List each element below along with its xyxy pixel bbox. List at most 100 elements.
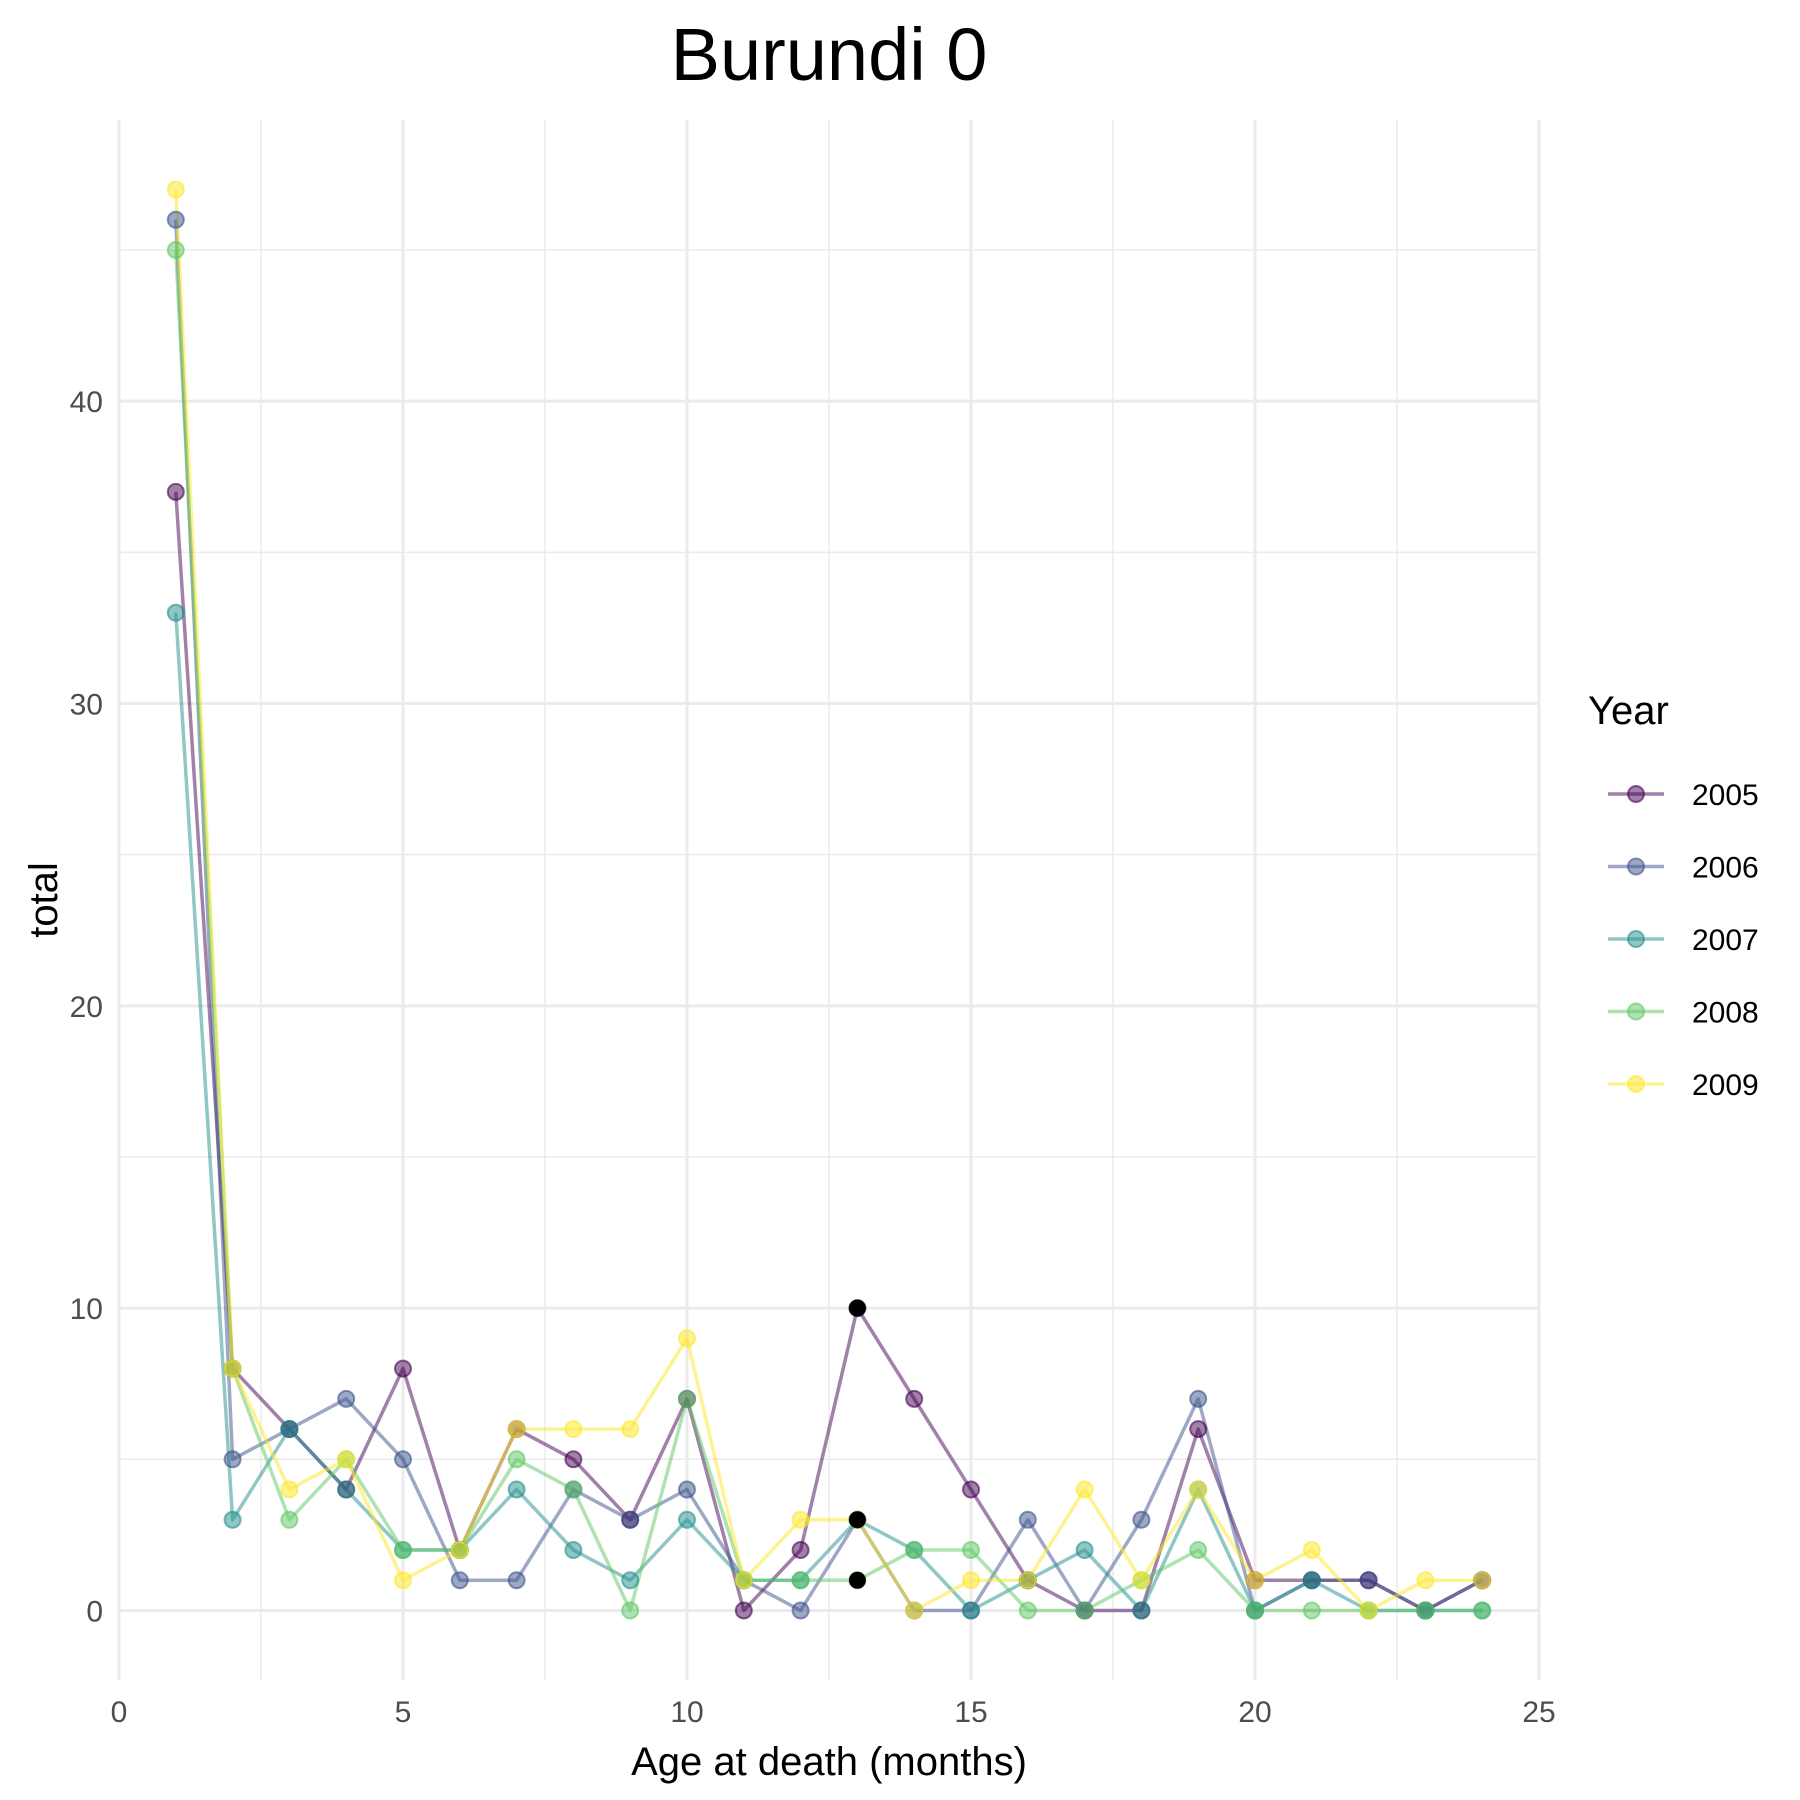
x-tick-label: 0 xyxy=(111,1696,128,1729)
y-tick-label: 20 xyxy=(70,991,103,1024)
data-point-2008 xyxy=(678,1389,696,1408)
data-point-2007 xyxy=(1075,1541,1094,1559)
data-point-2007 xyxy=(166,603,185,622)
x-tick-label: 5 xyxy=(395,1696,412,1729)
data-point-2009 xyxy=(678,1329,696,1348)
data-point-2006 xyxy=(1132,1510,1151,1529)
legend-key-point xyxy=(1627,1002,1645,1021)
data-point-2005 xyxy=(166,482,185,501)
data-point-2005 xyxy=(962,1480,980,1499)
legend-item-2005: 2005 xyxy=(1608,779,1759,812)
legend-label: 2007 xyxy=(1692,924,1759,957)
data-point-2009 xyxy=(962,1571,980,1590)
highlight-point xyxy=(848,1511,866,1529)
data-point-2006 xyxy=(791,1601,810,1620)
legend: Year 2005 2006 2007 2008 2009 xyxy=(1588,689,1759,1102)
data-point-2009 xyxy=(394,1571,412,1590)
y-tick-label: 10 xyxy=(70,1293,103,1326)
data-point-2006 xyxy=(1018,1510,1037,1529)
series-line-2009 xyxy=(174,189,1483,1613)
data-point-2007 xyxy=(564,1541,583,1559)
data-point-2007 xyxy=(280,1420,299,1439)
y-axis-title: total xyxy=(22,862,66,938)
legend-label: 2008 xyxy=(1692,997,1759,1030)
data-point-2009 xyxy=(1302,1541,1321,1559)
data-point-2007 xyxy=(621,1571,640,1590)
data-point-2005 xyxy=(394,1359,412,1378)
data-point-2009 xyxy=(166,180,185,199)
data-point-2009 xyxy=(507,1420,526,1439)
x-tick-label: 10 xyxy=(670,1696,703,1729)
data-point-2006 xyxy=(1359,1571,1378,1590)
data-point-2009 xyxy=(1416,1571,1435,1590)
x-axis-title: Age at death (months) xyxy=(631,1740,1027,1784)
data-point-2006 xyxy=(1189,1389,1208,1408)
highlight-point xyxy=(848,1299,866,1317)
data-point-2009 xyxy=(905,1601,924,1620)
data-point-2007 xyxy=(507,1480,526,1499)
data-point-2006 xyxy=(394,1450,412,1469)
series-line-2007 xyxy=(174,612,1483,1613)
series-line-2008 xyxy=(174,249,1483,1613)
y-tick-label: 0 xyxy=(86,1595,103,1628)
data-point-2005 xyxy=(734,1601,753,1620)
legend-label: 2009 xyxy=(1692,1069,1759,1102)
x-tick-label: 25 xyxy=(1522,1696,1555,1729)
data-point-2007 xyxy=(337,1480,356,1499)
data-point-2008 xyxy=(280,1510,299,1529)
data-point-2007 xyxy=(1302,1571,1321,1590)
data-point-2006 xyxy=(678,1480,696,1499)
data-point-2008 xyxy=(621,1601,640,1620)
data-point-2008 xyxy=(394,1541,412,1559)
y-tick-label: 40 xyxy=(70,386,103,419)
data-point-2006 xyxy=(223,1450,242,1469)
grid xyxy=(117,120,1541,1680)
data-point-2008 xyxy=(1416,1601,1435,1620)
data-point-2008 xyxy=(1246,1601,1264,1620)
data-point-2008 xyxy=(1075,1601,1094,1620)
data-point-2009 xyxy=(791,1510,810,1529)
data-point-2008 xyxy=(791,1571,810,1590)
data-point-2005 xyxy=(564,1450,583,1469)
legend-title: Year xyxy=(1588,689,1669,733)
series-lines xyxy=(174,189,1484,1613)
data-point-2006 xyxy=(450,1571,469,1590)
data-point-2009 xyxy=(1018,1571,1037,1590)
data-point-2008 xyxy=(1189,1541,1208,1559)
data-point-2009 xyxy=(564,1420,583,1439)
data-point-2009 xyxy=(1246,1571,1264,1590)
data-point-2008 xyxy=(507,1450,526,1469)
highlight-points xyxy=(848,1299,866,1589)
data-point-2009 xyxy=(1189,1480,1208,1499)
data-point-2007 xyxy=(223,1510,242,1529)
legend-label: 2006 xyxy=(1692,852,1759,885)
data-point-2008 xyxy=(166,241,185,259)
data-point-2009 xyxy=(1075,1480,1094,1499)
data-point-2005 xyxy=(791,1541,810,1559)
data-point-2008 xyxy=(1473,1601,1492,1620)
data-point-2006 xyxy=(337,1389,356,1408)
data-point-2009 xyxy=(621,1420,640,1439)
data-point-2009 xyxy=(1359,1601,1378,1620)
legend-item-2009: 2009 xyxy=(1608,1069,1759,1102)
data-point-2009 xyxy=(450,1541,469,1559)
data-point-2006 xyxy=(507,1571,526,1590)
y-axis-ticks: 0 10 20 30 40 xyxy=(70,386,103,1628)
data-point-2009 xyxy=(734,1571,753,1590)
x-tick-label: 15 xyxy=(954,1696,987,1729)
data-point-2009 xyxy=(1132,1571,1151,1590)
data-point-2007 xyxy=(678,1510,696,1529)
series-line-2005 xyxy=(174,491,1484,1613)
x-axis-ticks: 0 5 10 15 20 25 xyxy=(111,1696,1556,1729)
legend-item-2008: 2008 xyxy=(1608,997,1759,1030)
legend-label: 2005 xyxy=(1692,779,1759,812)
legend-key-point xyxy=(1627,930,1645,948)
legend-key-point xyxy=(1627,1075,1645,1093)
data-point-2005 xyxy=(1189,1420,1208,1439)
data-point-2009 xyxy=(280,1480,299,1499)
data-point-2005 xyxy=(905,1389,924,1408)
y-tick-label: 30 xyxy=(70,688,103,721)
legend-key-point xyxy=(1627,857,1645,876)
data-point-2009 xyxy=(337,1450,356,1469)
